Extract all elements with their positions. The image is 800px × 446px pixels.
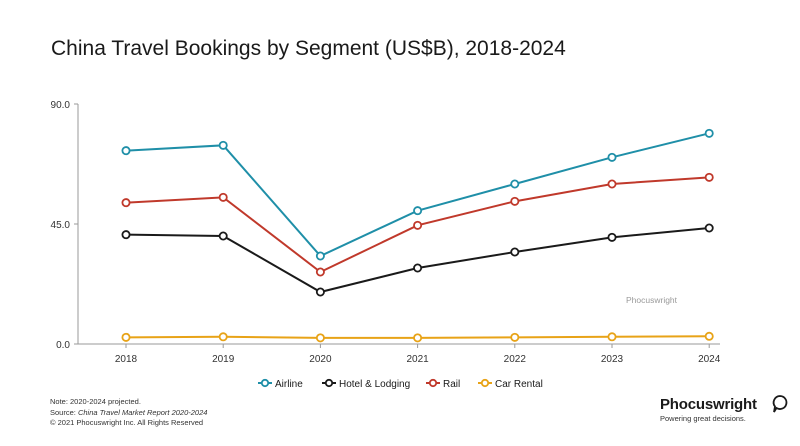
data-point-rail [121, 198, 131, 208]
note-copyright: © 2021 Phocuswright Inc. All Rights Rese… [50, 418, 204, 427]
note-source: Source: China Travel Market Report 2020-… [50, 408, 207, 419]
data-point-airline [218, 140, 228, 150]
data-point-rail [510, 196, 520, 206]
data-point-airline [315, 251, 325, 261]
data-point-hotel-lodging [218, 231, 228, 241]
chart-notes: Note: 2020-2024 projected. Source: China… [50, 397, 207, 429]
data-point-hotel-lodging [704, 223, 714, 233]
legend-label: Airline [275, 379, 303, 390]
data-point-car-rental [704, 331, 714, 341]
data-point-airline [704, 128, 714, 138]
note-projected: Note: 2020-2024 projected. [50, 397, 141, 406]
data-point-hotel-lodging [607, 232, 617, 242]
x-tick-label: 2020 [309, 354, 332, 365]
data-point-car-rental [121, 332, 131, 342]
y-tick-label: 0.0 [56, 340, 70, 351]
legend-label: Hotel & Lodging [339, 379, 410, 390]
chart-title: China Travel Bookings by Segment (US$B),… [51, 37, 566, 60]
legend-marker [480, 378, 490, 388]
brand-logo: Phocuswright Powering great decisions. [660, 395, 790, 432]
data-point-car-rental [607, 332, 617, 342]
legend-marker [260, 378, 270, 388]
legend-label: Car Rental [495, 379, 543, 390]
data-point-rail [607, 179, 617, 189]
data-point-car-rental [510, 332, 520, 342]
data-point-hotel-lodging [510, 247, 520, 257]
speech-bubble-icon [772, 395, 788, 413]
legend-item-airline: Airline [258, 378, 303, 390]
data-point-hotel-lodging [315, 287, 325, 297]
x-tick-label: 2018 [115, 354, 138, 365]
legend-marker [428, 378, 438, 388]
data-point-rail [413, 220, 423, 230]
source-prefix: Source: [50, 407, 78, 417]
data-point-car-rental [413, 333, 423, 343]
x-tick-label: 2019 [212, 354, 235, 365]
x-tick-label: 2023 [601, 354, 624, 365]
series-line-hotel-lodging [125, 227, 710, 294]
data-point-hotel-lodging [413, 263, 423, 273]
data-point-airline [607, 152, 617, 162]
legend-item-hotel-lodging: Hotel & Lodging [322, 378, 410, 390]
legend-item-car-rental: Car Rental [478, 378, 543, 390]
legend-item-rail: Rail [426, 378, 460, 390]
data-point-airline [413, 206, 423, 216]
x-tick-label: 2022 [504, 354, 527, 365]
legend-marker [324, 378, 334, 388]
data-point-car-rental [218, 332, 228, 342]
logo-wordmark: Phocuswright [660, 396, 757, 413]
y-tick-label: 90.0 [51, 100, 71, 111]
legend-label: Rail [443, 379, 460, 390]
data-point-hotel-lodging [121, 230, 131, 240]
x-tick-label: 2021 [406, 354, 429, 365]
source-title: China Travel Market Report 2020-2024 [77, 407, 208, 417]
data-point-rail [704, 172, 714, 182]
logo-tagline: Powering great decisions. [660, 414, 746, 423]
x-tick-label: 2024 [698, 354, 721, 365]
data-point-car-rental [315, 333, 325, 343]
data-point-airline [510, 179, 520, 189]
data-point-rail [315, 267, 325, 277]
data-point-rail [218, 192, 228, 202]
watermark: Phocuswright [626, 295, 678, 305]
series-line-airline [125, 132, 710, 258]
data-point-airline [121, 146, 131, 156]
y-tick-label: 45.0 [51, 220, 71, 231]
